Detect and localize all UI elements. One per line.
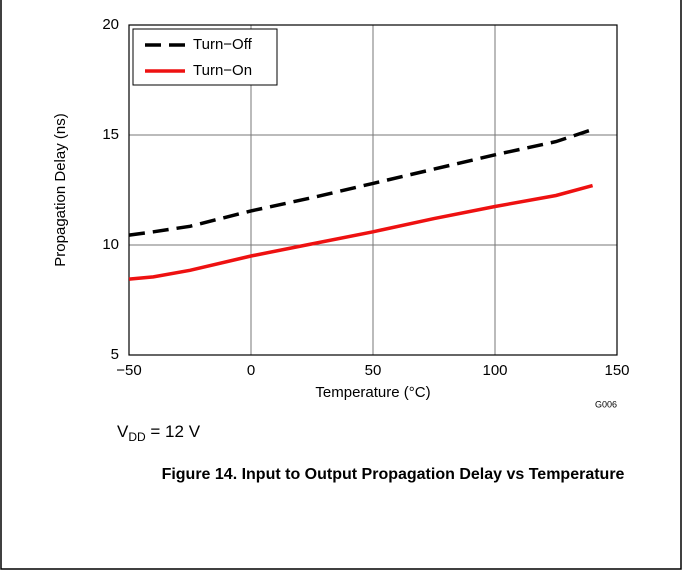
y-tick-label: 15 (102, 126, 119, 143)
line-series (128, 183, 594, 281)
y-tick-label: 5 (111, 346, 119, 363)
figure-code: G006 (595, 399, 617, 409)
caption: Figure 14. Input to Output Propagation D… (161, 466, 625, 483)
line-series (128, 127, 594, 237)
y-axis-label: Propagation Delay (ns) (52, 113, 69, 266)
legend-label: Turn−Off (193, 36, 253, 53)
x-tick-label: 150 (604, 362, 629, 379)
x-tick-label: 50 (365, 362, 382, 379)
x-tick-label: 0 (247, 362, 255, 379)
legend-box (132, 28, 278, 86)
annotation-sub: DD (128, 430, 146, 444)
plot-border (128, 24, 618, 356)
legend-label: Turn−On (193, 62, 252, 79)
x-tick-label: −50 (116, 362, 141, 379)
y-tick-label: 20 (102, 16, 119, 33)
x-tick-label: 100 (482, 362, 507, 379)
y-tick-label: 10 (102, 236, 119, 253)
annotation: VDD = 12 V (117, 422, 201, 444)
annotation-rest: = 12 V (146, 422, 201, 441)
x-axis-label: Temperature (°C) (315, 384, 430, 401)
annotation-main: V (117, 422, 129, 441)
